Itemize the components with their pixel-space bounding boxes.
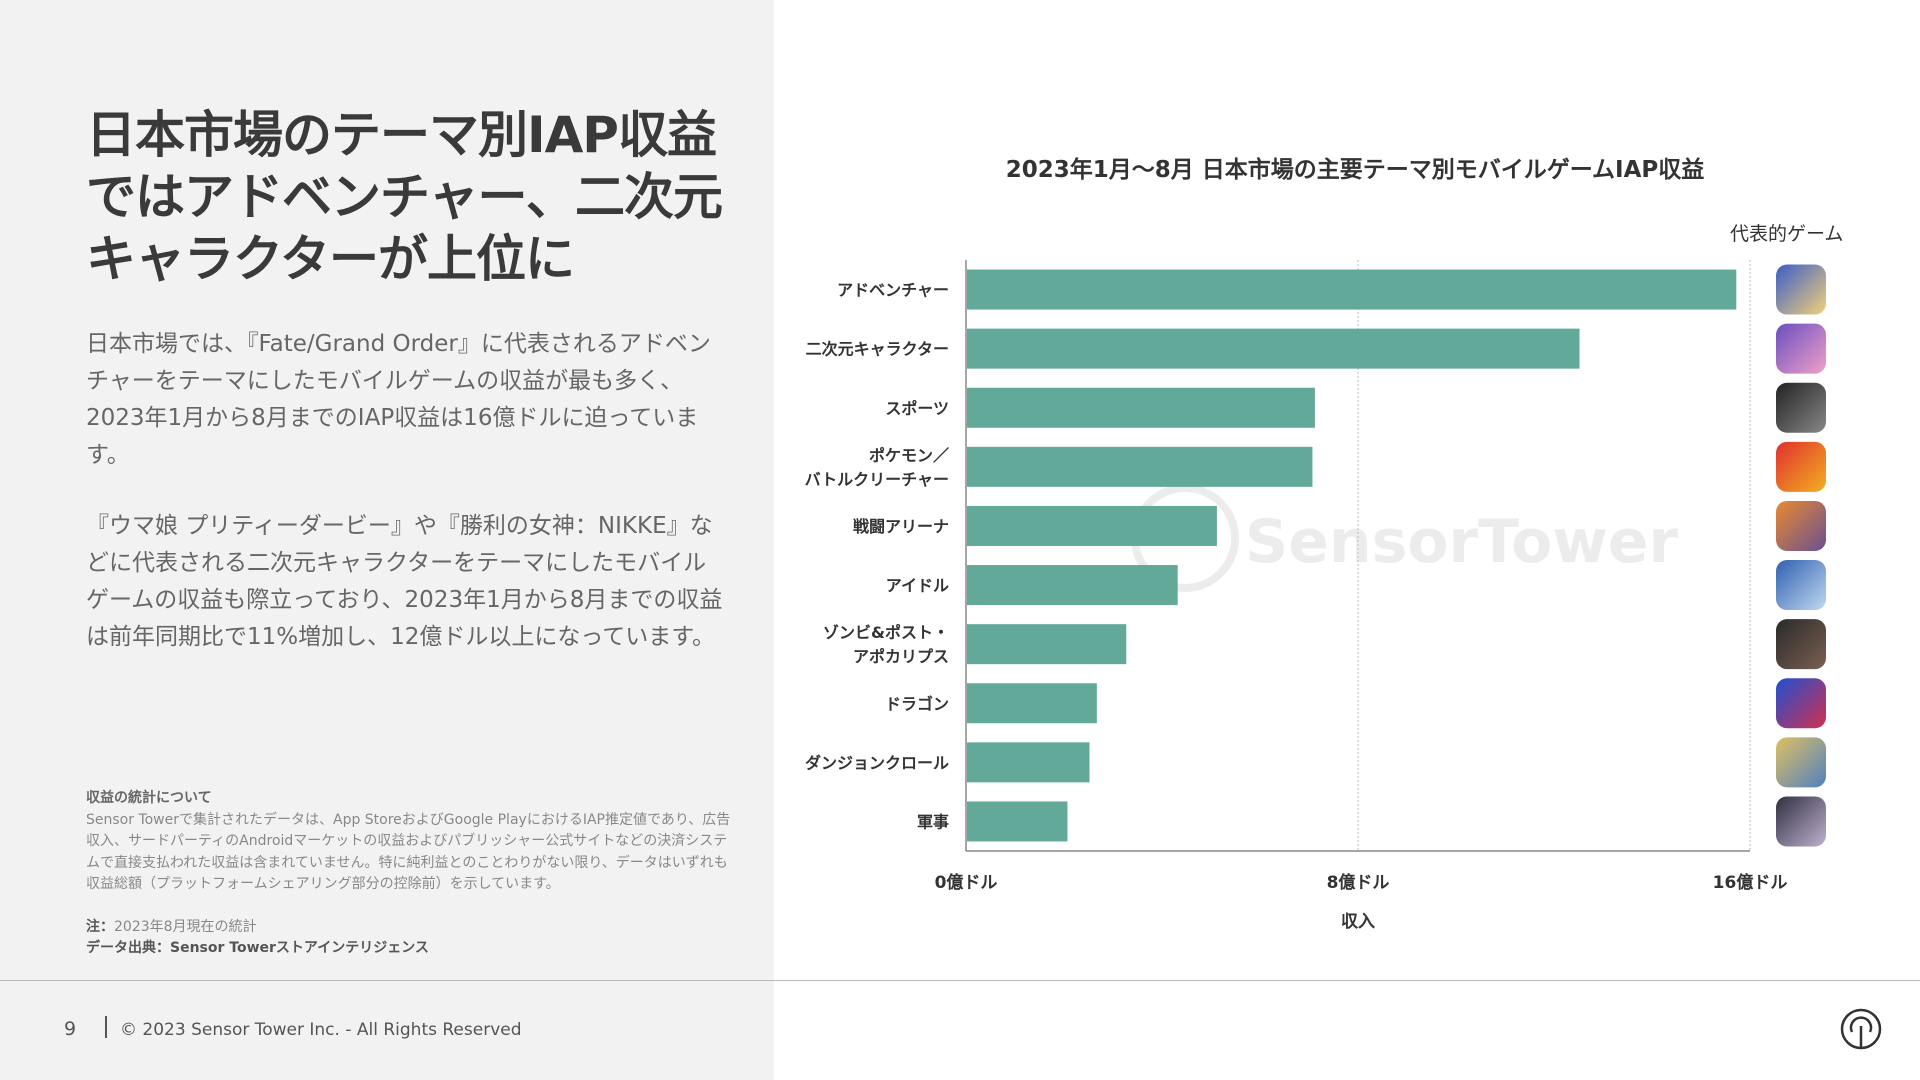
x-tick-label: 16億ドル: [1713, 872, 1788, 893]
game-icon: [1776, 619, 1826, 670]
left-panel: [0, 0, 774, 980]
category-label: ドラゴン: [885, 694, 949, 713]
sensor-tower-logo-icon: [1840, 1008, 1882, 1050]
category-label: 二次元キャラクター: [806, 340, 949, 359]
footer-left: [0, 981, 774, 1080]
game-icon: [1776, 441, 1826, 492]
note-label: 注：: [86, 918, 114, 935]
game-icon: [1776, 560, 1826, 611]
x-tick-label: 8億ドル: [1327, 872, 1390, 893]
category-label: アイドル: [886, 576, 949, 595]
page-number: 9: [64, 1018, 77, 1040]
game-icon: [1776, 323, 1826, 374]
body-paragraph-1: 日本市場では、『Fate/Grand Order』に代表されるアドベンチャーをテ…: [86, 331, 711, 468]
game-icon: [1776, 500, 1826, 551]
bar: [967, 387, 1315, 428]
representative-games-label: 代表的ゲーム: [1730, 223, 1844, 245]
footer-separator: [105, 1016, 107, 1038]
category-label: アドベンチャー: [837, 281, 949, 300]
footer-divider: [0, 980, 1920, 981]
category-label: 戦闘アリーナ: [853, 517, 949, 536]
data-source: データ出典：Sensor Towerストアインテリジェンス: [86, 940, 429, 956]
bar: [967, 801, 1068, 842]
bar: [967, 505, 1217, 546]
body-paragraph-2: 『ウマ娘 プリティーダービー』や『勝利の女神：NIKKE』などに代表される二次元…: [86, 513, 723, 650]
page-title: 日本市場のテーマ別IAP収益ではアドベンチャー、二次元キャラクターが上位に: [86, 106, 723, 288]
bar: [967, 565, 1178, 606]
bar: [967, 683, 1097, 724]
bar: [967, 742, 1090, 783]
x-axis-label: 収入: [1341, 912, 1375, 932]
category-label: スポーツ: [885, 399, 949, 418]
x-tick-label: 0億ドル: [935, 872, 998, 893]
bar: [967, 269, 1737, 310]
watermark: SensorTower: [1131, 484, 1678, 592]
notes-body: Sensor Towerで集計されたデータは、App StoreおよびGoogl…: [86, 811, 731, 893]
game-icon: [1776, 382, 1826, 433]
game-icon: [1776, 796, 1826, 847]
category-label: ダンジョンクロール: [805, 753, 949, 772]
category-label: 軍事: [917, 812, 949, 831]
game-icon: [1776, 737, 1826, 788]
chart-title: 2023年1月～8月 日本市場の主要テーマ別モバイルゲームIAP収益: [1005, 157, 1705, 183]
bar: [967, 624, 1127, 665]
category-label: ゾンビ&ポスト・アポカリプス: [823, 623, 949, 666]
game-icon: [1776, 678, 1826, 729]
category-label: ポケモン／バトルクリーチャー: [805, 446, 949, 489]
game-icon: [1776, 264, 1826, 315]
copyright: © 2023 Sensor Tower Inc. - All Rights Re…: [120, 1020, 522, 1040]
note-text: 2023年8月現在の統計: [114, 918, 257, 935]
svg-text:SensorTower: SensorTower: [1245, 507, 1678, 577]
bar: [967, 446, 1313, 487]
notes-heading: 収益の統計について: [86, 790, 212, 806]
bar: [967, 328, 1580, 369]
notes: 収益の統計について Sensor Towerで集計されたデータは、App Sto…: [86, 788, 736, 960]
